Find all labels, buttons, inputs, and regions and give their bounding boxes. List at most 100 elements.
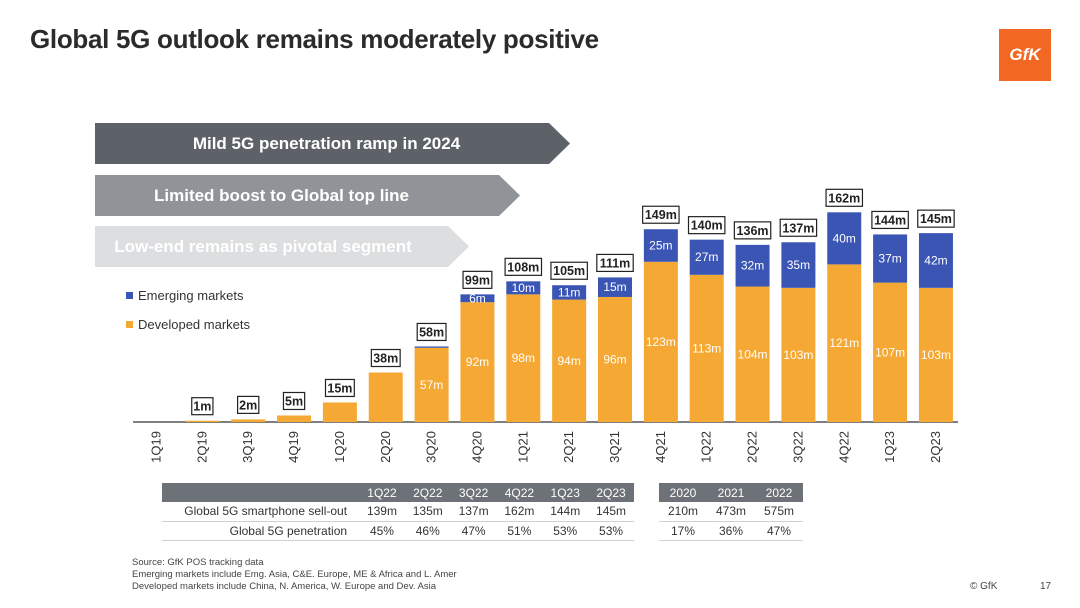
total-label-box: [504, 257, 543, 276]
bar-emerging: [735, 244, 770, 287]
data-label-developed: 96m: [603, 352, 626, 366]
table-cell: 53%: [542, 521, 589, 541]
data-label-emerging: 11m: [558, 285, 580, 299]
legend-developed: Developed markets: [126, 317, 250, 332]
callout-label: Mild 5G penetration ramp in 2024: [192, 133, 461, 153]
table-cell: 139m: [359, 502, 405, 522]
bar-developed: [598, 296, 632, 422]
table-cell: Global 5G smartphone sell-out: [162, 502, 360, 522]
table-cell: 45%: [359, 521, 405, 541]
total-label-box: [871, 210, 909, 230]
bar-developed: [506, 294, 541, 422]
bar-developed: [873, 282, 908, 422]
bar-developed: [322, 402, 357, 422]
bar-emerging: [873, 234, 908, 283]
bar-emerging: [781, 242, 816, 288]
legend-swatch-developed: [126, 321, 133, 328]
bar-emerging: [918, 233, 953, 288]
table-header: 2021: [707, 483, 755, 502]
total-label: 149m: [645, 208, 677, 222]
data-label-developed: 107m: [875, 345, 905, 359]
data-label-emerging: 40m: [833, 231, 856, 245]
table-header: 2Q23: [588, 483, 634, 502]
callout-arrow-lowend: Low-end remains as pivotal segment: [95, 226, 469, 267]
x-tick-label: 3Q22: [790, 431, 805, 463]
total-label-box: [282, 391, 306, 411]
table-cell: 575m: [755, 502, 803, 522]
total-label: 99m: [465, 273, 490, 287]
table-cell: 36%: [707, 521, 755, 541]
legend-label-developed: Developed markets: [138, 317, 250, 332]
table-cell: 46%: [404, 521, 451, 541]
callout-label: Low-end remains as pivotal segment: [114, 236, 412, 256]
table-header-row: 2020 2021 2022: [659, 483, 803, 502]
page-title: Global 5G outlook remains moderately pos…: [30, 24, 599, 54]
data-label-developed: 57m: [420, 378, 443, 392]
x-tick-label: 2Q21: [561, 431, 576, 463]
table-cell: 137m: [450, 502, 497, 522]
bar-emerging: [643, 229, 678, 262]
data-label-developed: 103m: [921, 348, 951, 362]
table-row: 17% 36% 47%: [659, 521, 803, 541]
data-label-emerging: 42m: [924, 253, 947, 267]
total-label-box: [642, 205, 680, 224]
legend-emerging: Emerging markets: [126, 288, 243, 303]
x-tick-label: 3Q21: [607, 431, 622, 463]
table-header: 2022: [755, 483, 803, 502]
table-row: Global 5G smartphone sell-out 139m 135m …: [162, 502, 634, 522]
callout-arrow-topline: Limited boost to Global top line: [95, 175, 520, 216]
table-cell: 210m: [659, 502, 707, 522]
callout-arrow-penetration: Mild 5G penetration ramp in 2024: [95, 123, 570, 164]
bar-emerging: [552, 285, 587, 300]
page-number: 17: [1040, 581, 1052, 592]
table-cell: 145m: [588, 502, 634, 522]
total-label-box: [416, 322, 447, 342]
x-tick-label: 1Q22: [699, 431, 714, 463]
data-label-developed: 92m: [466, 355, 489, 369]
bar-emerging: [598, 277, 632, 297]
data-label-developed: 94m: [557, 354, 580, 368]
data-label-developed: 113m: [692, 341, 721, 355]
total-label: 38m: [373, 352, 398, 366]
total-label-box: [687, 216, 726, 235]
x-tick-label: 2Q19: [194, 431, 209, 463]
x-tick-label: 1Q20: [332, 431, 347, 463]
x-tick-label: 4Q20: [469, 431, 484, 463]
bar-developed: [414, 347, 449, 422]
total-label-box: [237, 395, 260, 414]
legend-label-emerging: Emerging markets: [138, 288, 244, 303]
bar-emerging: [460, 294, 495, 303]
x-tick-label: 2Q23: [928, 431, 943, 463]
table-cell: 47%: [755, 521, 803, 541]
total-label-box: [779, 218, 818, 237]
total-label: 15m: [327, 381, 352, 395]
table-header: 2Q22: [404, 483, 451, 502]
total-label: 5m: [285, 394, 303, 408]
total-label: 1m: [193, 400, 211, 414]
data-label-emerging: 6m: [469, 291, 486, 305]
annual-stats-table: 2020 2021 2022 210m 473m 575m 17% 36% 47…: [659, 483, 803, 541]
bar-developed: [185, 420, 220, 422]
total-label: 108m: [507, 260, 539, 274]
x-tick-label: 1Q23: [882, 431, 897, 463]
x-tick-label: 4Q19: [286, 431, 301, 463]
total-label-box: [917, 209, 955, 228]
stacked-bar-chart: 1Q19 1m 2Q19 2m 3Q19 5m 4Q19 15m 1Q20 38m 2Q20 57m 5…: [133, 188, 958, 463]
quarterly-stats-table: 1Q22 2Q22 3Q22 4Q22 1Q23 2Q23 Global 5G …: [162, 483, 634, 541]
copyright: © GfK: [970, 581, 998, 592]
data-label-emerging: 35m: [787, 258, 810, 272]
bar-developed: [643, 261, 678, 422]
total-label: 105m: [553, 264, 585, 278]
table-cell: 144m: [542, 502, 589, 522]
table-header: 1Q22: [359, 483, 405, 502]
total-label-box: [324, 378, 355, 398]
data-label-emerging: 10m: [512, 281, 535, 295]
bar-developed: [277, 415, 312, 422]
data-label-emerging: 37m: [878, 252, 901, 266]
table-header-row: 1Q22 2Q22 3Q22 4Q22 1Q23 2Q23: [162, 483, 634, 502]
x-tick-label: 4Q21: [653, 431, 668, 463]
table-cell: 17%: [659, 521, 707, 541]
bar-emerging: [414, 346, 449, 348]
data-label-developed: 104m: [738, 347, 768, 361]
data-label-developed: 121m: [829, 336, 859, 350]
